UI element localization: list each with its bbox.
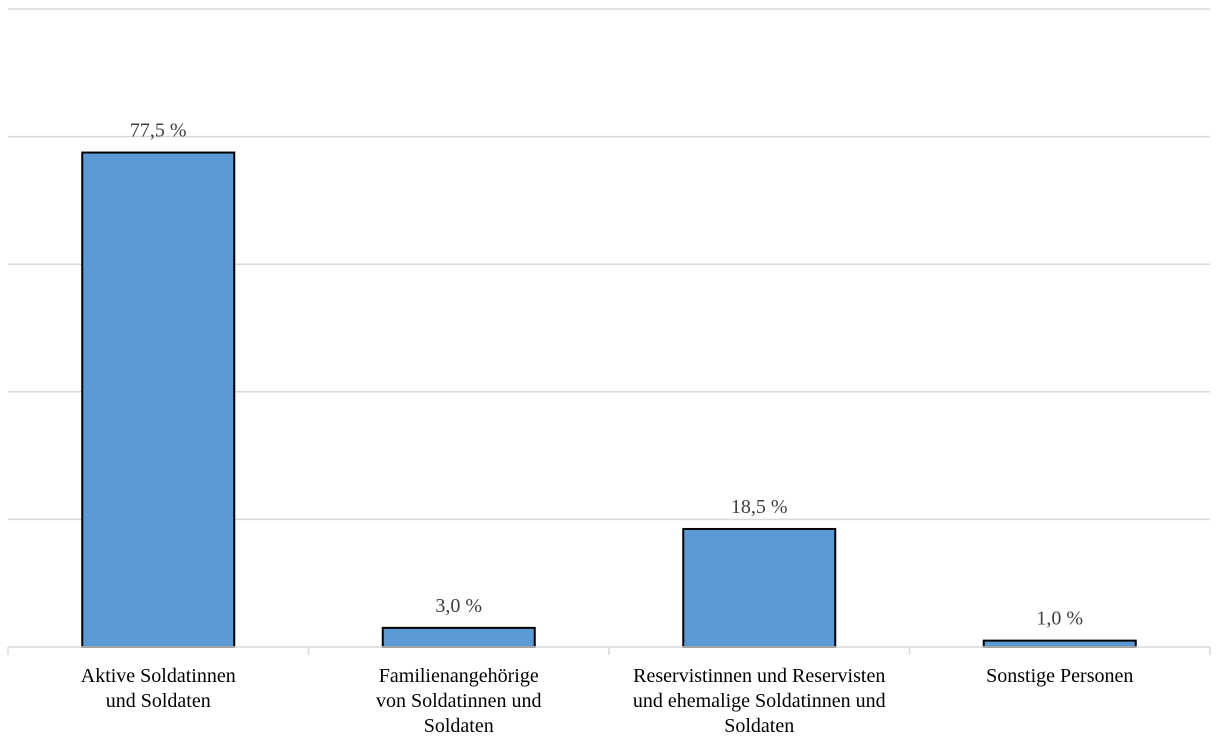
- category-label-line: Aktive Soldatinnen: [81, 665, 236, 687]
- category-label-line: Soldaten: [724, 715, 794, 737]
- data-label: 18,5 %: [731, 496, 788, 518]
- bar: [81, 151, 236, 649]
- data-label: 77,5 %: [130, 120, 187, 142]
- category-label-line: Soldaten: [424, 715, 494, 737]
- bar: [381, 626, 536, 648]
- category-label-line: Sonstige Personen: [986, 665, 1133, 687]
- category-label: Sonstige Personen: [986, 665, 1133, 687]
- bar: [682, 527, 837, 648]
- category-labels: Aktive Soldatinnen und Soldaten Familienan…: [81, 665, 1134, 737]
- data-label: 3,0 %: [435, 595, 482, 617]
- category-label: Reservistinnen und Reservisten und ehemal…: [633, 665, 886, 737]
- category-label: Aktive Soldatinnen und Soldaten: [81, 665, 236, 712]
- category-label-line: Reservistinnen und Reservisten: [633, 665, 885, 687]
- x-axis: [7, 646, 1211, 655]
- category-label-line: und ehemalige Soldatinnen und: [633, 690, 886, 712]
- category-label: Familienangehörige von Soldatinnen und Sol…: [376, 665, 542, 737]
- data-label: 1,0 %: [1036, 608, 1083, 630]
- data-labels: 77,5 % 3,0 % 18,5 % 1,0 %: [130, 120, 1083, 630]
- bar: [982, 639, 1137, 648]
- bars: [81, 151, 1137, 649]
- category-label-line: und Soldaten: [106, 690, 211, 712]
- category-label-line: Familienangehörige: [379, 665, 539, 687]
- category-label-line: von Soldatinnen und: [376, 690, 542, 712]
